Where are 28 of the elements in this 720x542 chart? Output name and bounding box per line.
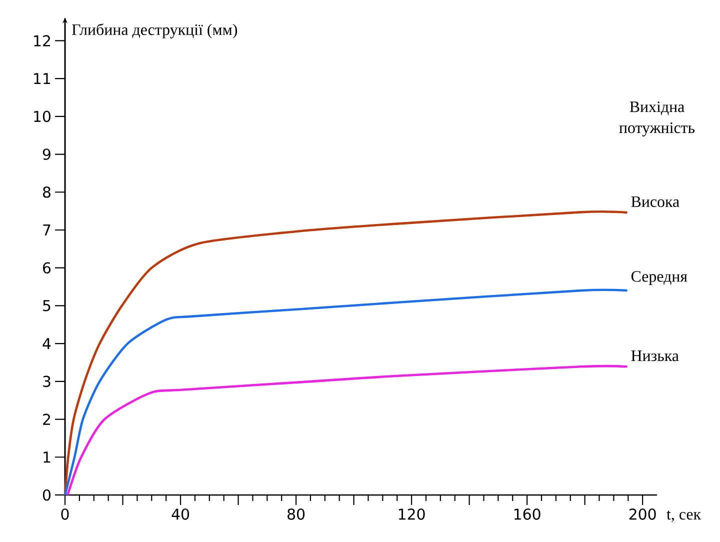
x-tick-label: 200	[629, 508, 656, 520]
y-tick-label: 5	[43, 300, 50, 312]
y-tick-label: 4	[42, 338, 51, 350]
y-tick-label: 2	[43, 414, 50, 425]
y-tick-label: 11	[34, 73, 50, 84]
series-label: Низька	[631, 350, 679, 362]
x-tick-label: 120	[398, 508, 425, 520]
x-axis-title: t, сек	[666, 510, 702, 522]
y-tick-label: 8	[42, 186, 50, 198]
series-label: Висока	[631, 196, 680, 208]
y-tick-label: 12	[34, 35, 50, 46]
y-tick-label: 6	[43, 262, 51, 274]
y-tick-label: 9	[42, 148, 50, 160]
y-tick-label: 1	[44, 452, 50, 463]
y-axis-title: Глибина деструкції (мм)	[72, 24, 238, 38]
line-series	[64, 210, 628, 496]
series-label: Середня	[631, 271, 688, 286]
line-series	[66, 365, 628, 496]
x-tick-label: 80	[288, 508, 305, 520]
y-tick-label: 10	[34, 110, 50, 122]
line-series	[64, 288, 628, 496]
y-tick-label: 3	[43, 376, 50, 388]
x-tick-label: 0	[61, 508, 69, 520]
x-tick-label: 40	[172, 508, 190, 520]
y-tick-label: 7	[43, 224, 50, 236]
x-tick-label: 160	[514, 508, 540, 520]
legend-title: Вихідна потужність	[619, 101, 695, 136]
y-tick-label: 0	[42, 489, 50, 501]
